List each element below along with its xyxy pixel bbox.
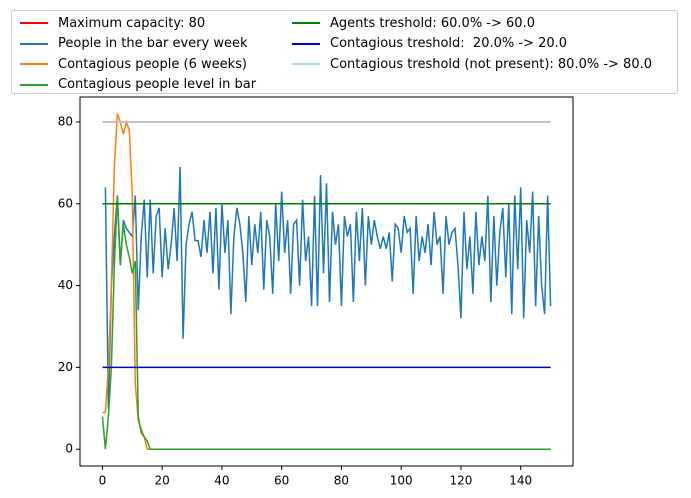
legend-swatch <box>292 22 320 25</box>
plot-frame <box>79 96 574 467</box>
legend-label: Contagious people level in bar <box>58 77 257 93</box>
x-tick-label: 140 <box>509 474 532 488</box>
y-tick-label: 60 <box>58 196 73 210</box>
legend-label: Maximum capacity: 80 <box>58 15 206 31</box>
y-tick-label: 80 <box>58 114 73 128</box>
x-tick-label: 20 <box>155 474 170 488</box>
series-line <box>104 166 552 409</box>
legend-swatch <box>292 63 320 66</box>
x-tick-label: 40 <box>214 474 229 488</box>
legend-label: Contagious treshold: 20.0% -> 20.0 <box>330 36 568 52</box>
y-tick-label: 20 <box>58 360 73 374</box>
legend-item: Contagious treshold (not present): 80.0%… <box>292 54 669 75</box>
legend: Maximum capacity: 80 People in the bar ev… <box>11 10 678 94</box>
series-line <box>101 195 551 450</box>
legend-swatch <box>20 22 48 25</box>
x-tick-label: 120 <box>450 474 473 488</box>
legend-swatch <box>20 42 48 45</box>
x-tick-label: 60 <box>274 474 289 488</box>
legend-item: Contagious people level in bar <box>20 75 292 96</box>
legend-item: People in the bar every week <box>20 34 292 55</box>
legend-swatch <box>292 42 320 45</box>
x-tick-label: 80 <box>334 474 349 488</box>
legend-label: Contagious treshold (not present): 80.0%… <box>330 56 652 72</box>
legend-label: Contagious people (6 weeks) <box>58 56 247 72</box>
legend-item: Contagious people (6 weeks) <box>20 54 292 75</box>
series-line <box>102 113 551 450</box>
legend-item: Maximum capacity: 80 <box>20 13 292 34</box>
x-tick-label: 100 <box>390 474 413 488</box>
legend-label: Agents treshold: 60.0% -> 60.0 <box>330 15 535 31</box>
x-tick-label: 0 <box>99 474 107 488</box>
y-tick-label: 0 <box>65 442 73 456</box>
legend-item: Agents treshold: 60.0% -> 60.0 <box>292 13 669 34</box>
legend-swatch <box>20 63 48 66</box>
legend-swatch <box>20 83 48 86</box>
legend-item: Contagious treshold: 20.0% -> 20.0 <box>292 34 669 55</box>
legend-label: People in the bar every week <box>58 36 248 52</box>
y-tick-label: 40 <box>58 278 73 292</box>
